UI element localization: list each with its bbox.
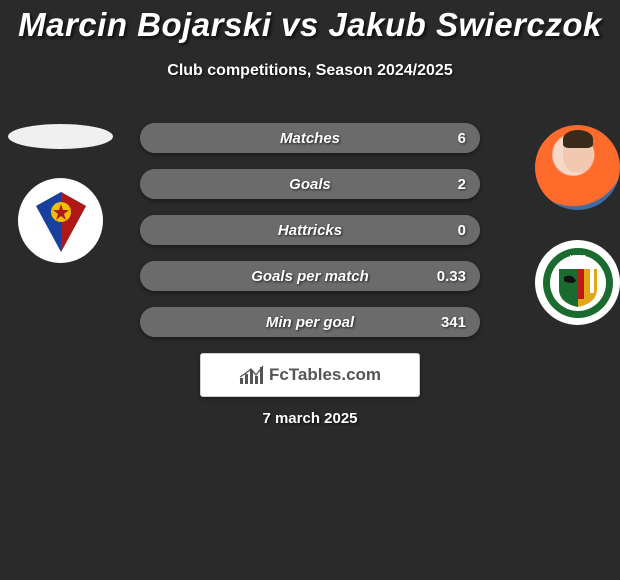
infographic-root: Marcin Bojarski vs Jakub Swierczok Club …: [0, 0, 620, 580]
player2-club-crest: WKS: [535, 240, 620, 325]
stat-value: 6: [458, 130, 466, 147]
stat-value: 0: [458, 222, 466, 239]
source-attribution: FcTables.com: [200, 353, 420, 397]
stat-row: Goals 2: [140, 169, 480, 199]
stat-row: Hattricks 0: [140, 215, 480, 245]
stat-label: Hattricks: [278, 222, 342, 239]
player1-avatar-placeholder: [8, 124, 113, 149]
stat-value: 341: [441, 314, 466, 331]
stats-bar-list: Matches 6 Goals 2 Hattricks 0 Goals per match 0…: [140, 123, 480, 353]
stat-label: Goals: [289, 176, 331, 193]
stat-label: Goals per match: [251, 268, 369, 285]
player2-avatar: [535, 125, 620, 210]
bar-chart-icon: [239, 365, 265, 385]
stat-value: 0.33: [437, 268, 466, 285]
subtitle: Club competitions, Season 2024/2025: [0, 62, 620, 80]
page-title: Marcin Bojarski vs Jakub Swierczok: [0, 0, 620, 44]
date-label: 7 march 2025: [0, 410, 620, 427]
stat-row: Matches 6: [140, 123, 480, 153]
slask-crest-icon: WKS: [542, 247, 614, 319]
stat-row: Min per goal 341: [140, 307, 480, 337]
source-text: FcTables.com: [269, 365, 381, 385]
stat-value: 2: [458, 176, 466, 193]
pogon-crest-icon: [26, 186, 96, 256]
stat-label: Min per goal: [266, 314, 354, 331]
stat-row: Goals per match 0.33: [140, 261, 480, 291]
stat-label: Matches: [280, 130, 340, 147]
svg-text:WKS: WKS: [569, 255, 586, 262]
player1-club-crest: [18, 178, 103, 263]
